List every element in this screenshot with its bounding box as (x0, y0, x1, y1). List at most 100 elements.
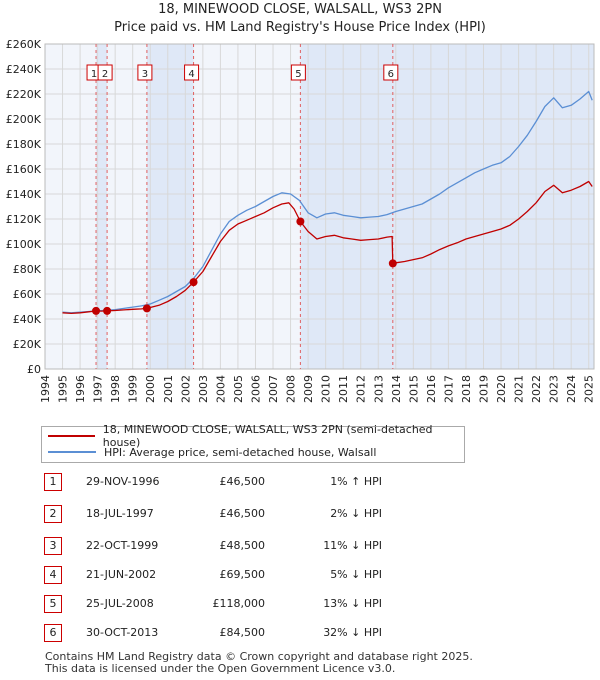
sale-number-badge: 5 (44, 595, 62, 613)
sale-number-badge: 1 (44, 473, 62, 491)
y-tick-label: £120K (6, 213, 42, 226)
sale-point (142, 304, 151, 313)
sale-point (388, 259, 397, 268)
y-tick-label: £60K (13, 288, 42, 301)
sale-point (92, 306, 101, 315)
x-tick-label: 2015 (407, 375, 420, 403)
y-tick-label: £180K (6, 138, 42, 151)
sale-marker-label: 1 (91, 69, 97, 80)
hpi-line (62, 90, 593, 314)
chart-legend: 18, MINEWOOD CLOSE, WALSALL, WS3 2PN (se… (41, 423, 465, 463)
x-tick-label: 1996 (74, 375, 87, 403)
price-chart: £0 £20K £40K £60K £80K £100K £120K £140K £160K £1… (6, 38, 596, 403)
x-tick-label: 2022 (530, 375, 543, 403)
sale-hpi-diff: 32% ↓ HPI (323, 626, 382, 639)
x-tick-label: 2019 (477, 375, 490, 403)
table-row: 3 22-OCT-1999 £48,500 11% ↓ HPI (0, 537, 600, 555)
sale-number-badge: 3 (44, 537, 62, 555)
y-tick-label: £260K (6, 38, 42, 51)
sale-marker-box (184, 64, 200, 81)
sale-period-shade (146, 44, 194, 369)
sale-price: £84,500 (219, 626, 266, 639)
x-tick-label: 2021 (513, 375, 526, 403)
chart-subtitle: Price paid vs. HM Land Registry's House … (114, 20, 486, 35)
x-tick-label: 1995 (57, 375, 70, 403)
table-row: 2 18-JUL-1997 £46,500 2% ↓ HPI (0, 505, 600, 523)
x-tick-label: 1998 (109, 375, 122, 403)
x-tick-label: 2025 (583, 375, 596, 403)
legend-swatch-property (48, 435, 95, 437)
y-tick-label: £20K (13, 338, 42, 351)
x-tick-label: 2005 (232, 375, 245, 403)
table-row: 1 29-NOV-1996 £46,500 1% ↑ HPI (0, 473, 600, 491)
sale-price: £46,500 (219, 507, 266, 520)
legend-label-hpi: HPI: Average price, semi-detached house,… (104, 445, 377, 459)
footer-line-1: Contains HM Land Registry data © Crown c… (45, 650, 473, 663)
sale-point (103, 306, 112, 315)
y-tick-label: £0 (27, 363, 41, 376)
sale-number-badge: 4 (44, 566, 62, 584)
x-tick-label: 2012 (355, 375, 368, 403)
plot-border (44, 43, 595, 370)
x-tick-label: 2023 (548, 375, 561, 403)
sale-marker-label: 6 (388, 69, 394, 80)
x-tick-label: 2016 (425, 375, 438, 403)
sale-marker-box (137, 64, 153, 81)
sale-hpi-diff: 13% ↓ HPI (323, 597, 382, 610)
table-row: 4 21-JUN-2002 £69,500 5% ↓ HPI (0, 566, 600, 584)
sale-date: 30-OCT-2013 (86, 626, 159, 639)
x-tick-label: 2020 (495, 375, 508, 403)
sale-price: £48,500 (219, 539, 266, 552)
y-tick-label: £200K (6, 113, 42, 126)
sale-date: 21-JUN-2002 (86, 568, 157, 581)
sale-period-shade (300, 44, 393, 369)
footer-copyright: Contains HM Land Registry data © Crown c… (45, 651, 473, 675)
sale-hpi-diff: 5% ↓ HPI (330, 568, 382, 581)
x-tick-label: 2004 (214, 375, 227, 403)
sale-marker-label: 5 (295, 69, 301, 80)
sale-period-shade (392, 44, 594, 369)
footer-line-2: This data is licensed under the Open Gov… (45, 662, 396, 675)
x-tick-label: 2024 (565, 375, 578, 403)
sale-price: £118,000 (212, 597, 266, 610)
sale-date: 29-NOV-1996 (86, 475, 160, 488)
legend-item-property: 18, MINEWOOD CLOSE, WALSALL, WS3 2PN (se… (48, 423, 464, 449)
x-tick-label: 2017 (442, 375, 455, 403)
x-tick-label: 2013 (372, 375, 385, 403)
y-tick-label: £240K (6, 63, 42, 76)
sale-point (189, 278, 198, 287)
sale-price: £69,500 (219, 568, 266, 581)
sale-marker-label: 2 (102, 69, 108, 80)
x-tick-label: 2003 (197, 375, 210, 403)
x-tick-label: 2007 (267, 375, 280, 403)
sale-hpi-diff: 2% ↓ HPI (330, 507, 382, 520)
table-row: 5 25-JUL-2008 £118,000 13% ↓ HPI (0, 595, 600, 613)
sale-number-badge: 2 (44, 505, 62, 523)
chart-title: 18, MINEWOOD CLOSE, WALSALL, WS3 2PN (158, 2, 442, 17)
x-tick-label: 2011 (337, 375, 350, 403)
y-tick-label: £140K (6, 188, 42, 201)
y-tick-label: £80K (13, 263, 42, 276)
x-tick-label: 2002 (179, 375, 192, 403)
x-tick-label: 2006 (249, 375, 262, 403)
x-tick-label: 1994 (39, 375, 52, 403)
y-tick-label: £160K (6, 163, 42, 176)
x-tick-label: 1999 (127, 375, 140, 403)
sale-price: £46,500 (219, 475, 266, 488)
legend-label-property: 18, MINEWOOD CLOSE, WALSALL, WS3 2PN (se… (102, 423, 433, 449)
x-tick-label: 2008 (285, 375, 298, 403)
sale-hpi-diff: 1% ↑ HPI (330, 475, 382, 488)
sale-date: 22-OCT-1999 (86, 539, 159, 552)
y-tick-label: £100K (6, 238, 42, 251)
y-tick-label: £220K (6, 88, 42, 101)
sale-hpi-diff: 11% ↓ HPI (323, 539, 382, 552)
sale-marker-box (290, 64, 306, 81)
x-tick-label: 2000 (144, 375, 157, 403)
sale-period-shade (96, 44, 108, 369)
y-tick-label: £40K (13, 313, 42, 326)
sale-marker-box (97, 64, 113, 81)
legend-item-hpi: HPI: Average price, semi-detached house,… (48, 444, 376, 460)
x-tick-label: 2009 (302, 375, 315, 403)
x-tick-label: 2001 (162, 375, 175, 403)
x-tick-label: 2010 (320, 375, 333, 403)
